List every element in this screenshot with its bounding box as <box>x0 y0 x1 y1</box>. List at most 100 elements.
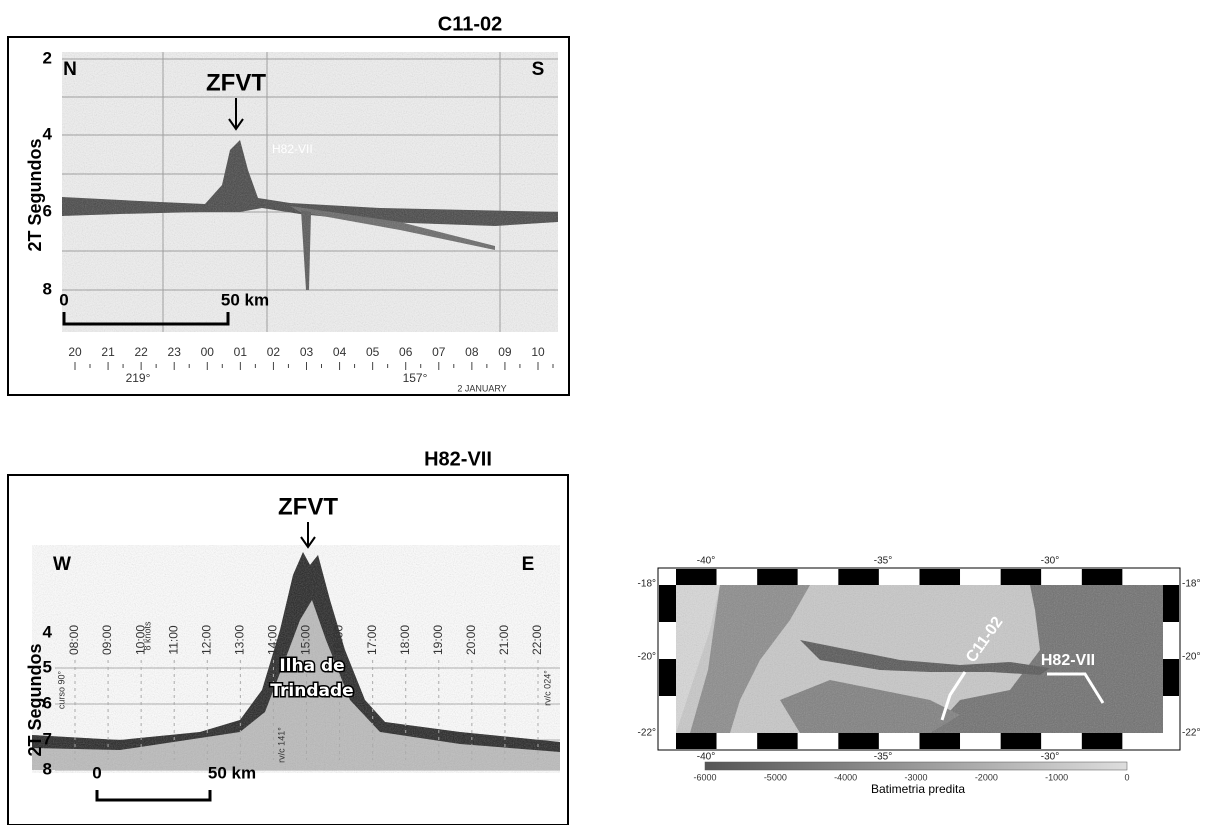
lat-label: -18° <box>638 579 656 590</box>
arrow <box>300 522 316 549</box>
scale-bar <box>95 790 212 802</box>
annotation: curso 90° <box>56 671 66 710</box>
y-tick-label: 6 <box>43 201 52 220</box>
annotation: rv/c 141° <box>276 727 286 763</box>
frame-segment <box>878 569 920 585</box>
frame-segment <box>919 733 961 749</box>
y-tick-label: 5 <box>43 657 52 676</box>
time-label: 06 <box>399 345 413 359</box>
lon-label: -30° <box>1041 752 1059 763</box>
colorbar-tick: -5000 <box>764 772 787 782</box>
scale-bar <box>62 312 230 326</box>
frame-segment <box>960 733 1001 749</box>
relief-texture <box>676 585 1163 733</box>
panel-title: H82-VII <box>424 448 492 470</box>
time-label: 15:00 <box>299 625 313 655</box>
y-tick-label: 8 <box>43 279 52 298</box>
time-label: 04 <box>333 345 347 359</box>
colorbar-tick: -3000 <box>904 772 927 782</box>
frame-segment <box>659 585 676 622</box>
time-label: 12:00 <box>199 625 213 655</box>
frame-segment <box>716 733 758 749</box>
colorbar-tick: 0 <box>1124 772 1129 782</box>
lon-label: -30° <box>1041 556 1059 567</box>
time-label: 03 <box>300 345 314 359</box>
scale-label: 50 km <box>221 290 269 309</box>
time-label: 09:00 <box>100 625 114 655</box>
colorbar-tick: -2000 <box>975 772 998 782</box>
time-label: 11:00 <box>166 625 180 654</box>
panel-title: C11-02 <box>438 13 503 35</box>
frame-segment <box>1041 569 1082 585</box>
colorbar <box>704 761 1128 771</box>
frame-segment <box>1163 585 1179 622</box>
frame-segment <box>919 569 961 585</box>
time-label: 07 <box>432 345 446 359</box>
lon-label: -35° <box>874 556 892 567</box>
time-label: 18:00 <box>398 625 412 655</box>
date: 2 JANUARY <box>457 383 506 393</box>
scale-label: 0 <box>59 290 68 309</box>
y-tick-label: 7 <box>43 729 52 748</box>
time-label: 08:00 <box>67 625 81 655</box>
frame-segment <box>1122 569 1163 585</box>
frame-segment <box>1163 659 1179 696</box>
frame-segment <box>1122 733 1163 749</box>
frame-segment <box>659 659 676 696</box>
time-label: 14:00 <box>266 625 280 655</box>
lat-label: -20° <box>1182 652 1200 663</box>
island-label: Ilha de <box>279 656 344 676</box>
y-axis-label: 2T Segundos <box>25 138 45 251</box>
frame-segment <box>1041 733 1082 749</box>
frame-segment <box>1000 733 1042 749</box>
time-label: 10 <box>531 345 545 359</box>
y-tick-label: 2 <box>43 48 52 67</box>
lon-label: -40° <box>697 556 715 567</box>
time-label: 05 <box>366 345 380 359</box>
time-label: 19:00 <box>431 625 445 655</box>
time-label: 22 <box>134 345 148 359</box>
lat-label: -18° <box>1182 579 1200 590</box>
colorbar-tick: -4000 <box>834 772 857 782</box>
frame-segment <box>659 696 676 733</box>
scale-label: 50 km <box>208 763 256 782</box>
profile-track <box>940 671 967 721</box>
frame-segment <box>838 569 879 585</box>
frame-segment <box>797 569 839 585</box>
frame-segment <box>1081 733 1123 749</box>
direction: S <box>532 59 545 80</box>
lat-label: -20° <box>638 652 656 663</box>
y-tick-label: 8 <box>43 759 52 778</box>
island-label: Trindade <box>270 681 353 701</box>
frame-segment <box>659 622 676 659</box>
time-label: 01 <box>234 345 248 359</box>
y-tick-label: 6 <box>43 693 52 712</box>
lon-label: -35° <box>874 752 892 763</box>
marker-label: ZFVT <box>206 69 266 96</box>
time-label: 21 <box>101 345 115 359</box>
time-label: 22:00 <box>530 625 544 655</box>
time-label: 00 <box>201 345 215 359</box>
frame-segment <box>1163 622 1179 659</box>
annotation: 8 knots <box>142 621 152 651</box>
frame-segment <box>878 733 920 749</box>
profile-label: H82-VII <box>1041 652 1095 669</box>
noise <box>32 545 560 773</box>
colorbar-tick: -6000 <box>693 772 716 782</box>
frame-segment <box>676 733 717 749</box>
time-label: 20:00 <box>464 625 478 655</box>
colorbar-label: Batimetria predita <box>871 782 965 796</box>
time-label: 21:00 <box>497 625 511 655</box>
frame-segment <box>797 733 839 749</box>
frame-segment <box>960 569 1001 585</box>
heading: 219° <box>126 371 151 385</box>
time-label: 16:00 <box>332 625 346 655</box>
frame-segment <box>716 569 758 585</box>
frame-segment <box>838 733 879 749</box>
frame-segment <box>1163 696 1179 733</box>
profile-track <box>1047 672 1105 704</box>
time-label: 08 <box>465 345 479 359</box>
time-label: 23 <box>168 345 182 359</box>
frame-segment <box>757 569 798 585</box>
frame-segment <box>1081 569 1123 585</box>
